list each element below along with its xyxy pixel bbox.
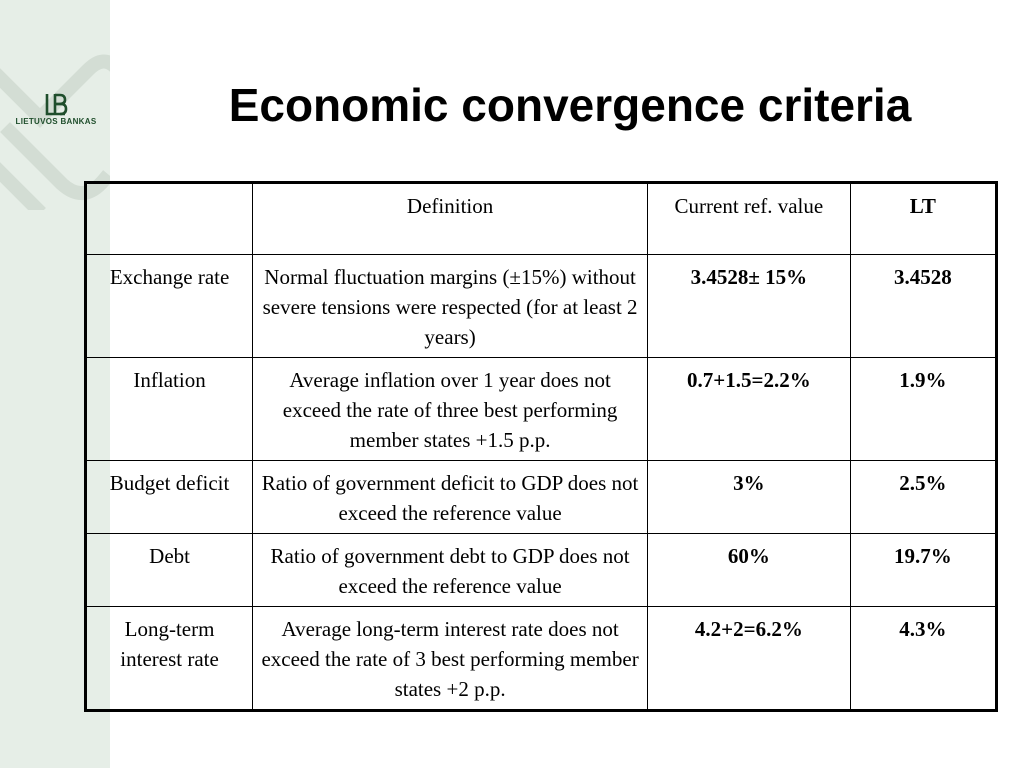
criterion-cell: Exchange rate [84, 254, 254, 358]
ref-value-cell: 4.2+2=6.2% [647, 606, 851, 711]
table-row: Budget deficit Ratio of government defic… [84, 460, 998, 534]
table-row: Exchange rate Normal fluctuation margins… [84, 254, 998, 358]
lt-value-cell: 19.7% [849, 533, 998, 607]
table-row: Inflation Average inflation over 1 year … [84, 357, 998, 461]
criterion-cell: Debt [84, 533, 254, 607]
criteria-table: Definition Current ref. value LT Exchang… [84, 181, 998, 712]
definition-cell: Average long-term interest rate does not… [252, 606, 649, 711]
definition-cell: Ratio of government debt to GDP does not… [252, 533, 649, 607]
lt-value-cell: 4.3% [849, 606, 998, 711]
definition-cell: Average inflation over 1 year does not e… [252, 357, 649, 461]
bank-logo: LIETUVOS BANKAS [6, 92, 106, 126]
lt-value-cell: 2.5% [849, 460, 998, 534]
ref-value-cell: 60% [647, 533, 851, 607]
slide-title: Economic convergence criteria [228, 79, 912, 131]
criterion-cell: Inflation [84, 357, 254, 461]
logo-text: LIETUVOS BANKAS [15, 117, 97, 126]
header-empty [84, 182, 254, 255]
definition-cell: Normal fluctuation margins (±15%) withou… [252, 254, 649, 358]
lt-value-cell: 3.4528 [849, 254, 998, 358]
lt-value-cell: 1.9% [849, 357, 998, 461]
header-definition: Definition [252, 182, 649, 255]
header-lt: LT [849, 182, 998, 255]
definition-cell: Ratio of government deficit to GDP does … [252, 460, 649, 534]
table-row: Debt Ratio of government debt to GDP doe… [84, 533, 998, 607]
ref-value-cell: 3.4528± 15% [647, 254, 851, 358]
criterion-cell: Budget deficit [84, 460, 254, 534]
table-header-row: Definition Current ref. value LT [84, 182, 998, 255]
ref-value-cell: 3% [647, 460, 851, 534]
ref-value-cell: 0.7+1.5=2.2% [647, 357, 851, 461]
lb-monogram-icon [45, 93, 68, 116]
criterion-cell: Long-term interest rate [84, 606, 254, 711]
table-row: Long-term interest rate Average long-ter… [84, 606, 998, 711]
header-ref-value: Current ref. value [647, 182, 851, 255]
